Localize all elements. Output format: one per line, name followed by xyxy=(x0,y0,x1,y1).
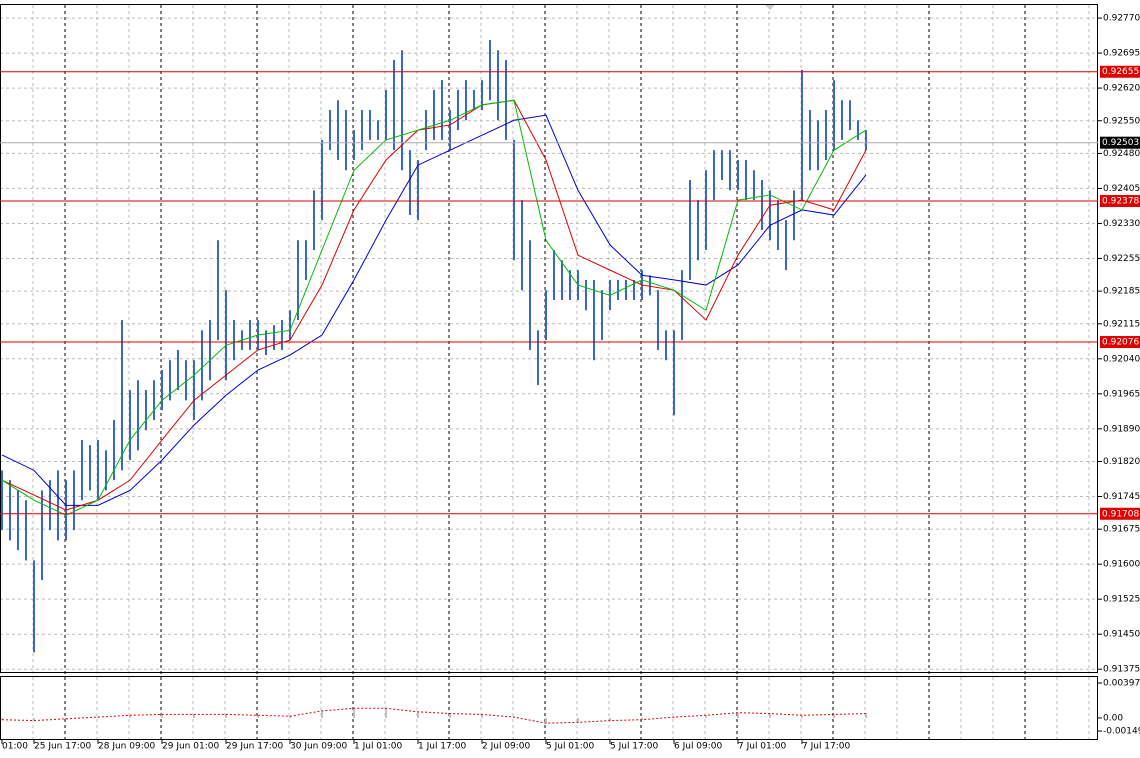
last-price-box xyxy=(1100,136,1140,149)
y-tick-label: -0.00149 xyxy=(1103,727,1140,737)
level-label: 0.91708 xyxy=(1102,509,1139,519)
histogram-bar xyxy=(737,712,739,718)
plot xyxy=(1,40,867,724)
histogram-bar xyxy=(865,713,867,718)
y-tick-label: 0.91820 xyxy=(1103,457,1140,467)
level-label-box xyxy=(1100,507,1140,520)
histogram-bar xyxy=(449,713,451,718)
y-tick-label: 0.91675 xyxy=(1103,525,1140,535)
y-tick-label: 0.92255 xyxy=(1103,254,1140,264)
y-tick-label: 0.92550 xyxy=(1103,116,1140,126)
histogram-bar xyxy=(129,715,131,718)
histogram-bar xyxy=(161,714,163,718)
x-tick-label: 5 Jul 01:00 xyxy=(546,742,595,752)
x-tick-label: 28 Jun 09:00 xyxy=(98,742,155,752)
y-tick-label: 0.92330 xyxy=(1103,219,1140,229)
y-tick-label: 0.92405 xyxy=(1103,184,1140,194)
y-tick-label: 0.91450 xyxy=(1103,630,1140,640)
histogram-bar xyxy=(801,715,803,718)
x-tick-label: 25 Jun 17:00 xyxy=(34,742,91,752)
x-tick-label: 7 Jul 17:00 xyxy=(802,742,851,752)
histogram-bar xyxy=(1,717,3,720)
histogram-bar xyxy=(769,713,771,718)
y-tick-label: 0.91375 xyxy=(1103,665,1140,675)
y-tick-label: 0.92115 xyxy=(1103,319,1140,329)
y-tick-label: 0.003974 xyxy=(1103,679,1140,689)
histogram-bar xyxy=(609,717,611,721)
y-tick-label: 0.91600 xyxy=(1103,560,1140,570)
histogram-bar xyxy=(417,711,419,718)
histogram-bar xyxy=(257,715,259,718)
y-tick-label: 0.92040 xyxy=(1103,354,1140,364)
level-label-box xyxy=(1100,336,1140,349)
moving-average xyxy=(1,99,867,511)
histogram-bar xyxy=(33,717,35,721)
histogram-bar xyxy=(641,717,643,720)
level-label-box xyxy=(1100,195,1140,208)
x-tick-label: 01:00 xyxy=(2,742,28,752)
x-tick-label: 6 Jul 09:00 xyxy=(674,742,723,752)
x-tick-label: 1 Jul 17:00 xyxy=(418,742,467,752)
y-tick-label: 0.00 xyxy=(1103,713,1123,723)
histogram-bar xyxy=(481,714,483,718)
y-tick-label: 0.92480 xyxy=(1103,149,1140,159)
main-frame xyxy=(0,4,1098,673)
y-tick-label: 0.92620 xyxy=(1103,84,1140,94)
histogram-bar xyxy=(193,714,195,718)
histogram-bar xyxy=(225,714,227,718)
level-label-box xyxy=(1100,65,1140,78)
x-tick-label: 7 Jul 01:00 xyxy=(738,742,787,752)
y-tick-label: 0.92185 xyxy=(1103,287,1140,297)
histogram-bar xyxy=(545,717,547,724)
y-tick-label: 0.91745 xyxy=(1103,492,1140,502)
histogram-bar xyxy=(833,714,835,718)
histogram-bar xyxy=(289,716,291,718)
last-price-label: 0.92503 xyxy=(1102,138,1139,148)
histogram-bar xyxy=(321,710,323,718)
y-tick-label: 0.92770 xyxy=(1103,14,1140,24)
x-tick-label: 2 Jul 09:00 xyxy=(482,742,531,752)
y-tick-label: 0.91525 xyxy=(1103,595,1140,605)
y-tick-label: 0.91965 xyxy=(1103,389,1140,399)
histogram-bar xyxy=(705,715,707,718)
shift-marker xyxy=(765,5,775,10)
grid xyxy=(0,5,1098,740)
signal-line xyxy=(1,707,867,724)
x-tick-label: 5 Jul 17:00 xyxy=(610,742,659,752)
x-tick-label: 29 Jun 17:00 xyxy=(226,742,283,752)
x-tick-label: 1 Jul 01:00 xyxy=(354,742,403,752)
y-tick-label: 0.92695 xyxy=(1103,49,1140,59)
histogram-bar xyxy=(577,717,579,723)
moving-average xyxy=(1,114,867,506)
histogram-bar xyxy=(353,708,355,718)
indicator-frame xyxy=(0,676,1098,740)
x-tick-label: 29 Jun 01:00 xyxy=(162,742,219,752)
histogram-bar xyxy=(385,708,387,718)
level-label: 0.92378 xyxy=(1102,197,1139,207)
level-label: 0.92655 xyxy=(1102,67,1139,77)
level-label: 0.92076 xyxy=(1102,338,1139,348)
x-tick-label: 30 Jun 09:00 xyxy=(290,742,347,752)
moving-average xyxy=(1,99,867,516)
y-tick-label: 0.91890 xyxy=(1103,424,1140,434)
